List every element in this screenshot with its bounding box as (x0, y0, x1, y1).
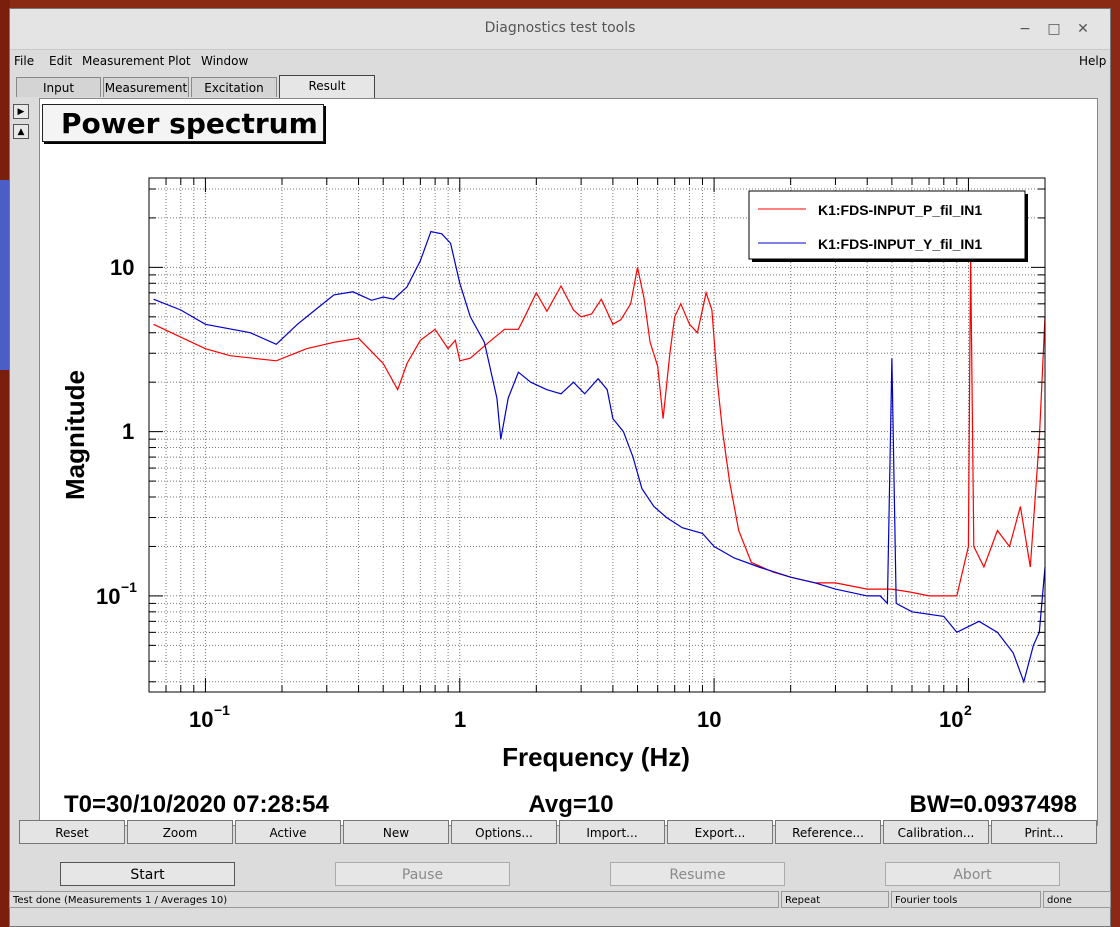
reference-button[interactable]: Reference... (775, 820, 881, 844)
plot-title: Power spectrum (42, 104, 324, 142)
start-button[interactable]: Start (60, 862, 235, 886)
export-button[interactable]: Export... (667, 820, 773, 844)
menu-plot[interactable]: Plot (168, 54, 191, 68)
title-bar: Diagnostics test tools − □ ✕ (10, 9, 1110, 50)
plot-toolbar: Reset Zoom Active New Options... Import.… (9, 820, 1104, 844)
tab-input[interactable]: Input (16, 77, 101, 97)
collapse-up-icon[interactable]: ▲ (13, 124, 29, 139)
desktop-edge-window (0, 180, 10, 370)
reset-button[interactable]: Reset (19, 820, 125, 844)
tab-result[interactable]: Result (279, 75, 375, 99)
menu-measurement[interactable]: Measurement (82, 54, 165, 68)
print-button[interactable]: Print... (991, 820, 1097, 844)
tab-excitation[interactable]: Excitation (191, 77, 277, 97)
close-icon[interactable]: ✕ (1077, 21, 1089, 37)
import-button[interactable]: Import... (559, 820, 665, 844)
status-mode: Repeat (781, 891, 889, 908)
calibration-button[interactable]: Calibration... (883, 820, 989, 844)
abort-button[interactable]: Abort (885, 862, 1060, 886)
status-tool: Fourier tools (891, 891, 1041, 908)
maximize-icon[interactable]: □ (1047, 21, 1061, 37)
status-message: Test done (Measurements 1 / Averages 10) (9, 891, 779, 908)
status-state: done (1043, 891, 1111, 908)
menu-file[interactable]: File (14, 54, 35, 68)
menu-bar: File Edit Measurement Plot Window Help (10, 51, 1110, 73)
tab-measurement[interactable]: Measurement (103, 77, 189, 97)
expand-right-icon[interactable]: ▶ (13, 104, 29, 119)
menu-window[interactable]: Window (201, 54, 249, 68)
active-button[interactable]: Active (235, 820, 341, 844)
menu-edit[interactable]: Edit (49, 54, 73, 68)
new-button[interactable]: New (343, 820, 449, 844)
minimize-icon[interactable]: − (1019, 21, 1031, 37)
tab-bar: Input Measurement Excitation Result (10, 75, 1110, 99)
plot-canvas[interactable] (39, 98, 1098, 826)
options-button[interactable]: Options... (451, 820, 557, 844)
window-title: Diagnostics test tools (484, 20, 636, 36)
pause-button[interactable]: Pause (335, 862, 510, 886)
zoom-button[interactable]: Zoom (127, 820, 233, 844)
menu-help[interactable]: Help (1079, 54, 1107, 68)
resume-button[interactable]: Resume (610, 862, 785, 886)
desktop-edge (0, 0, 10, 927)
